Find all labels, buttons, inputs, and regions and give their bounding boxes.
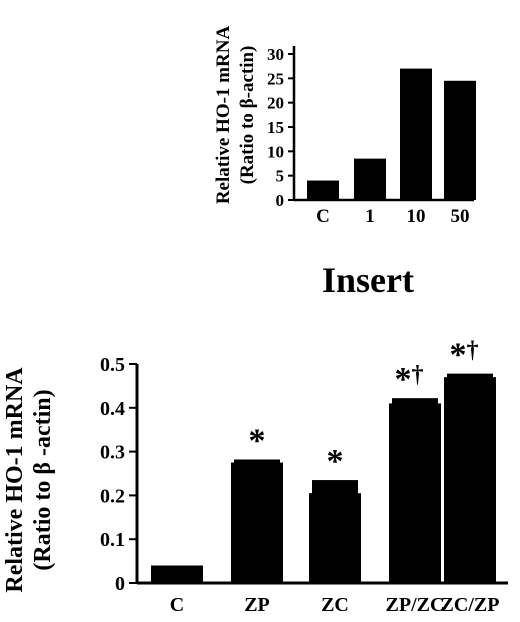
x-category-label: ZP/ZC: [386, 594, 445, 616]
bar-1: [354, 158, 386, 200]
y-tick-label: 0.1: [100, 529, 125, 551]
error-bar: [392, 398, 438, 405]
x-category-label: 50: [451, 206, 470, 227]
x-category-label: ZP: [244, 594, 270, 616]
y-tick-label: 0: [115, 573, 125, 595]
y-tick-label: 0.5: [100, 354, 125, 376]
y-tick-label: 25: [267, 69, 284, 88]
y-tick-label: 0.3: [100, 442, 125, 464]
significance-marker: *†: [450, 337, 479, 374]
significance-marker: *†: [395, 361, 424, 398]
bar-50: [444, 80, 476, 200]
insert-chart: Relative HO-1 mRNA (Ratio to β-actin) 0 5…: [213, 26, 476, 227]
insert-y-axis-label-line1: Relative HO-1 mRNA: [213, 26, 234, 205]
insert-y-axis-label-line2: (Ratio to β-actin): [237, 46, 258, 185]
y-tick-label: 20: [267, 94, 284, 113]
x-category-label: ZC/ZP: [441, 594, 500, 616]
error-bar: [234, 459, 280, 464]
bar-c: [307, 180, 339, 200]
y-tick-label: 5: [276, 167, 285, 186]
bar-10: [400, 68, 432, 200]
y-tick-label: 10: [267, 142, 284, 161]
x-category-label: C: [316, 206, 330, 227]
x-category-label: 10: [407, 206, 426, 227]
y-tick-label: 0.2: [100, 485, 125, 507]
main-y-axis-label-line2: (Ratio to β -actin): [30, 389, 56, 570]
significance-marker: *: [249, 422, 266, 459]
bar-zc-zp: [444, 377, 496, 583]
x-category-label: C: [170, 594, 184, 616]
y-tick-label: 30: [267, 45, 284, 64]
insert-title: Insert: [322, 260, 414, 300]
main-y-axis-label-line1: Relative HO-1 mRNA: [2, 367, 28, 593]
bar-zc: [309, 493, 361, 583]
bar-zp: [231, 462, 283, 583]
bar-c: [151, 565, 203, 583]
bar-zp-zc: [389, 403, 441, 583]
x-category-label: ZC: [321, 594, 349, 616]
error-bar: [447, 373, 493, 379]
x-category-label: 1: [365, 206, 375, 227]
significance-marker: *: [327, 443, 344, 480]
error-bar: [312, 480, 358, 495]
y-tick-label: 0: [276, 191, 285, 210]
main-chart: Relative HO-1 mRNA (Ratio to β -actin) 0…: [2, 337, 508, 616]
y-tick-label: 15: [267, 118, 284, 137]
y-tick-label: 0.4: [100, 398, 125, 420]
